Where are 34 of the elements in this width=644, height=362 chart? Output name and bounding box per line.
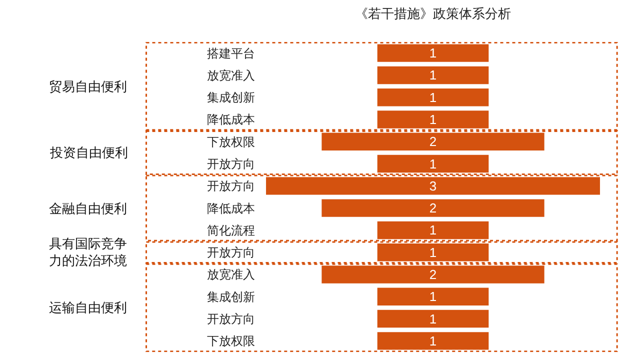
data-label: 3 — [429, 178, 437, 194]
text: 金融自由便利 — [49, 201, 127, 216]
data-label: 1 — [429, 244, 437, 260]
data-label: 1 — [429, 289, 437, 304]
text: 贸易自由便利 — [49, 79, 127, 94]
data-label: 1 — [429, 90, 437, 105]
data-label: 1 — [429, 68, 437, 83]
data-label: 1 — [429, 46, 437, 61]
text: 投资自由便利 — [49, 145, 128, 160]
category-label: 集成创新 — [207, 90, 255, 105]
category-label: 开放方向 — [207, 312, 255, 326]
data-label: 1 — [429, 311, 437, 326]
category-label: 开放方向 — [207, 179, 255, 194]
category-label: 开放方向 — [207, 246, 255, 260]
category-label: 降低成本 — [207, 201, 255, 216]
text: 具有国际竞争力的法治环境 — [49, 236, 127, 268]
category-label: 简化流程 — [207, 223, 255, 238]
category-label: 集成创新 — [207, 290, 255, 304]
data-label: 1 — [429, 222, 437, 238]
category-label: 开放方向 — [207, 156, 255, 171]
category-label: 搭建平台 — [207, 46, 255, 60]
category-label: 放宽准入 — [207, 268, 255, 282]
data-label: 2 — [429, 200, 437, 216]
data-label: 2 — [429, 134, 437, 150]
data-label: 1 — [429, 333, 437, 348]
data-label: 2 — [429, 267, 437, 282]
data-label: 1 — [429, 156, 437, 172]
category-label: 下放权限 — [207, 134, 255, 149]
category-label: 下放权限 — [207, 334, 255, 348]
category-label: 放宽准入 — [207, 68, 255, 82]
data-label: 1 — [429, 112, 437, 127]
text: 《若干措施》政策体系分析 — [355, 6, 511, 22]
category-label: 降低成本 — [207, 112, 255, 127]
text: 运输自由便利 — [49, 300, 127, 315]
